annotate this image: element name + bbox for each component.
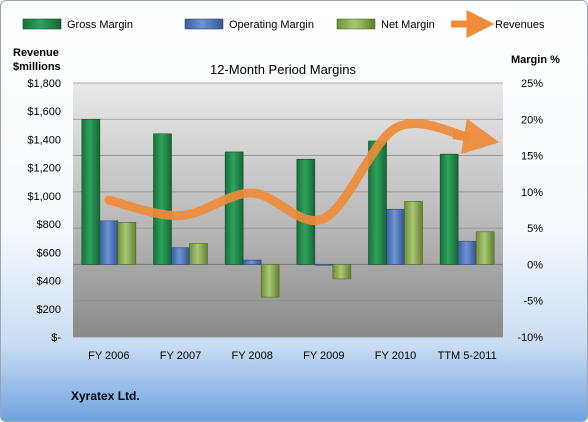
right-tick-label: -5% (523, 296, 543, 308)
revenue-line (104, 119, 472, 225)
net-margin-bar (404, 200, 423, 265)
operating-margin-bar (314, 264, 334, 266)
category-label: FY 2010 (375, 350, 416, 362)
left-tick-label: $400 (37, 276, 61, 288)
category-label: FY 2007 (160, 350, 201, 362)
category-label: FY 2008 (231, 350, 272, 362)
left-axis-label-line2: $millions (13, 61, 61, 73)
left-tick-label: $1,000 (27, 191, 61, 203)
net-margin-bar (189, 243, 208, 265)
operating-margin-bar (386, 208, 405, 265)
left-tick-label: $1,800 (27, 78, 61, 90)
legend-revenues-label: Revenues (495, 19, 545, 31)
right-tick-label: 0% (527, 259, 543, 271)
category-label: FY 2009 (303, 350, 344, 362)
legend-net-margin-swatch (336, 18, 376, 30)
operating-margin-bar (242, 259, 262, 265)
left-tick-label: $200 (37, 304, 61, 316)
legend-gross-margin-swatch (22, 18, 62, 30)
gross-margin-bar (81, 118, 101, 265)
left-tick-label: $800 (37, 219, 61, 231)
net-margin-bar (332, 264, 352, 280)
right-axis-label: Margin % (511, 54, 560, 66)
legend-net-margin-label: Net Margin (381, 19, 435, 31)
right-tick-label: 5% (527, 223, 543, 235)
right-tick-label: 20% (521, 114, 543, 126)
left-tick-label: $600 (37, 247, 61, 259)
company-name: Xyratex Ltd. (71, 389, 140, 403)
left-tick-label: $1,600 (27, 106, 61, 118)
operating-margin-bar (171, 247, 190, 265)
operating-margin-bar (99, 220, 119, 265)
gross-margin-bar (439, 153, 459, 265)
revenue-arrow-head (452, 118, 500, 155)
net-margin-bar (117, 222, 137, 265)
left-tick-label: $- (51, 332, 61, 344)
net-margin-bar (475, 231, 495, 265)
right-tick-label: 25% (521, 78, 543, 90)
legend-operating-margin-label: Operating Margin (229, 19, 314, 31)
legend-operating-margin-swatch (184, 18, 224, 30)
gross-margin-bar (224, 151, 244, 265)
operating-margin-bar (457, 240, 477, 265)
right-tick-label: 15% (521, 151, 543, 163)
chart-title: 12-Month Period Margins (210, 62, 356, 77)
category-label: TTM 5-2011 (438, 350, 497, 362)
left-tick-label: $1,400 (27, 134, 61, 146)
left-tick-label: $1,200 (27, 163, 61, 175)
net-margin-bar (260, 264, 280, 298)
left-axis-label-line1: Revenue (13, 47, 59, 59)
gross-margin-bar (153, 133, 172, 265)
right-tick-label: 10% (521, 187, 543, 199)
category-label: FY 2006 (88, 350, 129, 362)
legend-gross-margin-label: Gross Margin (67, 19, 133, 31)
right-tick-label: -10% (517, 332, 543, 344)
